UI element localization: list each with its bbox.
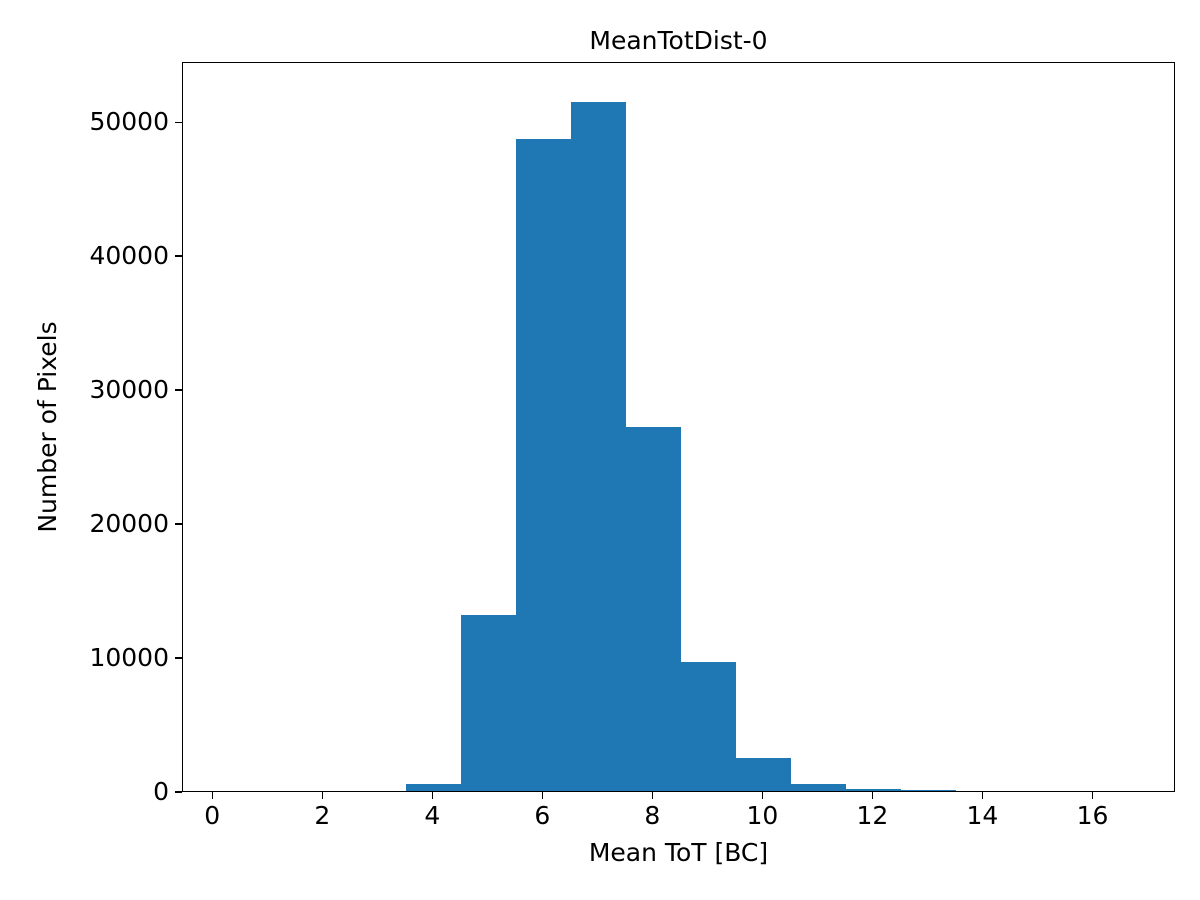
x-tick-mark xyxy=(1091,792,1094,799)
histogram-bar xyxy=(570,101,626,791)
y-tick-label: 50000 xyxy=(89,107,169,137)
y-tick-label: 20000 xyxy=(89,509,169,539)
x-tick-label: 2 xyxy=(314,801,331,830)
y-tick-label: 40000 xyxy=(89,241,169,271)
histogram-bar xyxy=(735,757,791,791)
x-tick-label: 6 xyxy=(534,801,551,830)
histogram-bar xyxy=(790,783,846,791)
x-tick-mark xyxy=(321,792,324,799)
y-tick-mark xyxy=(175,523,182,525)
x-tick-label: 10 xyxy=(746,801,779,830)
y-tick-label: 10000 xyxy=(89,643,169,673)
x-tick-mark xyxy=(871,792,874,799)
x-tick-mark xyxy=(651,792,654,799)
histogram-bar xyxy=(845,789,901,791)
y-tick-label: 0 xyxy=(153,777,169,806)
x-tick-label: 4 xyxy=(424,801,441,830)
x-tick-mark xyxy=(211,792,213,799)
y-tick-mark xyxy=(175,255,182,257)
x-axis-label: Mean ToT [BC] xyxy=(588,838,769,867)
histogram-bars xyxy=(183,63,1174,791)
x-tick-label: 8 xyxy=(644,801,661,830)
y-tick-mark xyxy=(175,657,182,659)
histogram-bar xyxy=(625,426,681,791)
y-tick-mark xyxy=(175,121,182,124)
plot-area xyxy=(182,62,1175,792)
x-tick-label: 16 xyxy=(1076,801,1109,830)
histogram-bar xyxy=(680,662,736,791)
histogram-bar xyxy=(405,783,461,791)
y-tick-mark xyxy=(175,791,182,793)
x-tick-mark xyxy=(981,792,984,799)
x-tick-label: 14 xyxy=(966,801,999,830)
x-tick-mark xyxy=(431,792,434,799)
histogram-bar xyxy=(460,614,516,791)
x-tick-label: 0 xyxy=(204,801,221,830)
histogram-bar xyxy=(515,138,571,791)
histogram-bar xyxy=(900,790,956,791)
y-tick-label: 30000 xyxy=(89,375,169,405)
y-axis-label: Number of Pixels xyxy=(33,321,62,533)
chart-title: MeanTotDist-0 xyxy=(589,26,768,55)
x-tick-label: 12 xyxy=(856,801,889,830)
y-tick-mark xyxy=(175,389,182,391)
x-tick-mark xyxy=(541,792,544,799)
x-tick-mark xyxy=(761,792,764,799)
